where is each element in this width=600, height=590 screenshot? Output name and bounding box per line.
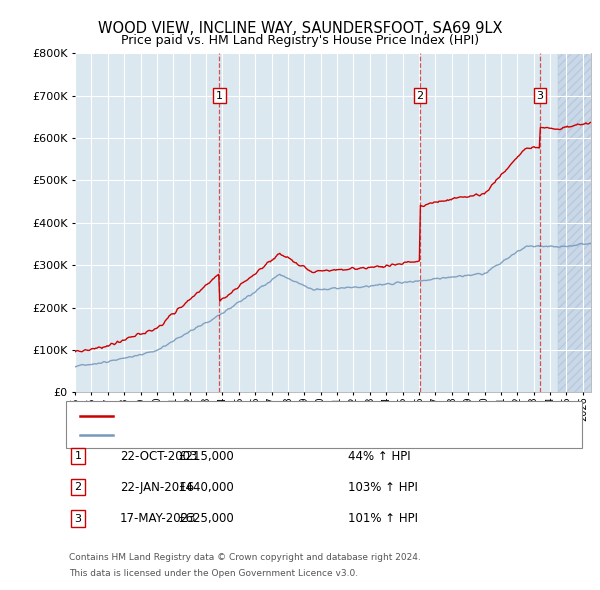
Text: 2: 2 <box>74 483 82 492</box>
Text: WOOD VIEW, INCLINE WAY, SAUNDERSFOOT, SA69 9LX (detached house): WOOD VIEW, INCLINE WAY, SAUNDERSFOOT, SA… <box>120 411 502 421</box>
Text: 17-MAY-2023: 17-MAY-2023 <box>120 512 197 525</box>
Text: 101% ↑ HPI: 101% ↑ HPI <box>348 512 418 525</box>
Bar <box>558 53 599 392</box>
Text: £440,000: £440,000 <box>178 481 234 494</box>
Text: 3: 3 <box>74 514 82 523</box>
Text: £215,000: £215,000 <box>178 450 234 463</box>
Text: 22-JAN-2016: 22-JAN-2016 <box>120 481 194 494</box>
Text: £625,000: £625,000 <box>178 512 234 525</box>
Text: 22-OCT-2003: 22-OCT-2003 <box>120 450 197 463</box>
Text: Contains HM Land Registry data © Crown copyright and database right 2024.: Contains HM Land Registry data © Crown c… <box>69 553 421 562</box>
Text: 1: 1 <box>216 90 223 100</box>
Text: WOOD VIEW, INCLINE WAY, SAUNDERSFOOT, SA69 9LX: WOOD VIEW, INCLINE WAY, SAUNDERSFOOT, SA… <box>98 21 502 35</box>
Text: 3: 3 <box>536 90 544 100</box>
Text: This data is licensed under the Open Government Licence v3.0.: This data is licensed under the Open Gov… <box>69 569 358 578</box>
Text: HPI: Average price, detached house, Pembrokeshire: HPI: Average price, detached house, Pemb… <box>120 430 390 440</box>
Text: 1: 1 <box>74 451 82 461</box>
Bar <box>558 53 599 392</box>
Text: 103% ↑ HPI: 103% ↑ HPI <box>348 481 418 494</box>
Text: 44% ↑ HPI: 44% ↑ HPI <box>348 450 410 463</box>
Text: Price paid vs. HM Land Registry's House Price Index (HPI): Price paid vs. HM Land Registry's House … <box>121 34 479 47</box>
Text: 2: 2 <box>416 90 424 100</box>
